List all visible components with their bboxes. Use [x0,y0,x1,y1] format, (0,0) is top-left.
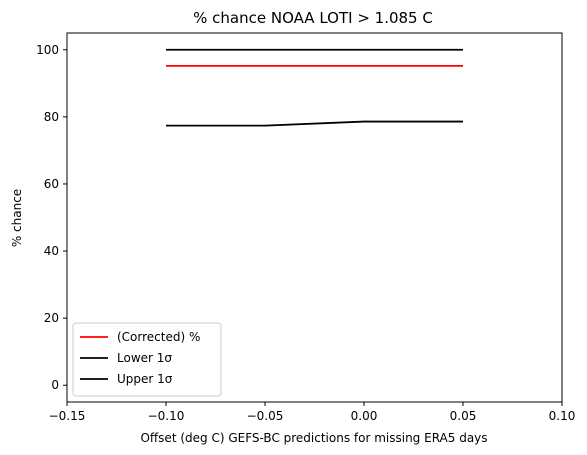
x-axis-label: Offset (deg C) GEFS-BC predictions for m… [140,431,487,445]
x-tick-label: 0.05 [450,409,477,423]
x-tick-label: −0.15 [49,409,86,423]
x-tick-label: 0.00 [351,409,378,423]
y-tick-label: 40 [44,244,59,258]
series-lines [166,48,463,127]
y-tick-label: 0 [51,378,59,392]
x-axis: −0.15 −0.10 −0.05 0.00 0.05 0.10 [49,402,576,423]
chart-title: % chance NOAA LOTI > 1.085 C [193,9,433,27]
y-tick-label: 80 [44,110,59,124]
legend-label: (Corrected) % [117,330,200,344]
y-tick-label: 60 [44,177,59,191]
y-axis-label: % chance [10,189,24,247]
plot-frame [66,32,563,403]
legend-box [72,322,222,397]
x-tick-label: −0.05 [247,409,284,423]
legend-label: Lower 1σ [117,351,172,365]
x-tick-label: −0.10 [148,409,185,423]
y-axis: 0 20 40 60 80 100 [36,43,67,392]
y-tick-label: 20 [44,311,59,325]
series-line-1 [166,120,463,127]
legend-label: Upper 1σ [117,372,173,386]
x-tick-label: 0.10 [549,409,576,423]
y-tick-label: 100 [36,43,59,57]
legend: (Corrected) % Lower 1σ Upper 1σ [72,322,222,397]
